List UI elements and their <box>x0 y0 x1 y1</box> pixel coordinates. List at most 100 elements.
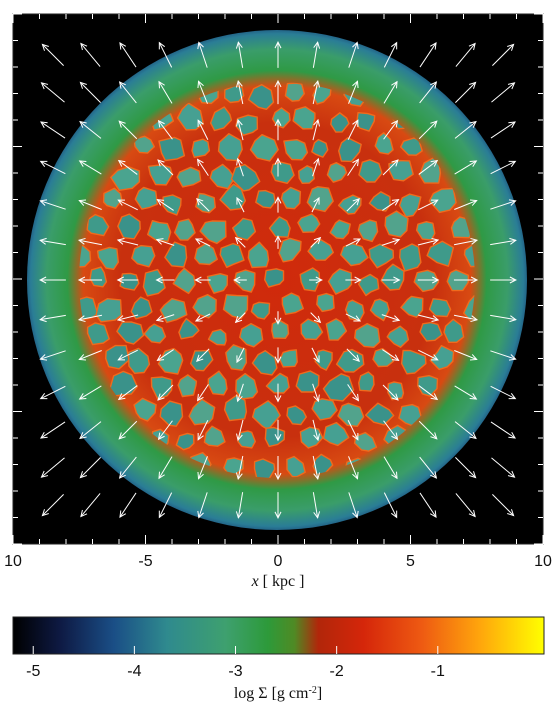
velocity-arrow <box>274 235 282 249</box>
void-cell <box>264 268 285 288</box>
velocity-arrow <box>39 276 66 284</box>
void-cell <box>280 186 302 210</box>
velocity-arrow <box>345 276 362 284</box>
velocity-arrow <box>381 314 401 322</box>
void-cell <box>386 325 410 348</box>
void-cell <box>219 183 247 211</box>
void-cell <box>235 372 259 400</box>
velocity-arrow <box>40 421 66 439</box>
velocity-arrow <box>383 420 399 441</box>
velocity-arrow <box>77 314 103 323</box>
void-cell <box>419 321 443 342</box>
velocity-arrow <box>274 383 282 403</box>
void-cell <box>398 193 422 218</box>
void-cell <box>368 191 391 212</box>
void-cell <box>79 296 99 322</box>
velocity-arrow <box>382 198 400 211</box>
velocity-arrow <box>157 159 174 176</box>
void-cell <box>199 220 227 245</box>
velocity-arrow <box>492 494 515 517</box>
velocity-arrow <box>419 492 437 518</box>
velocity-arrow <box>348 456 359 480</box>
velocity-arrow <box>383 80 398 104</box>
void-cell <box>173 218 196 241</box>
void-cell <box>127 347 151 374</box>
velocity-arrow <box>77 237 103 246</box>
velocity-arrow <box>78 350 102 361</box>
void-cell <box>194 242 219 266</box>
velocity-arrow <box>490 237 517 246</box>
velocity-arrow <box>156 198 174 211</box>
velocity-arrow <box>155 238 175 246</box>
void-cell <box>330 112 350 133</box>
velocity-arrow <box>418 120 438 140</box>
velocity-arrow <box>197 492 208 519</box>
velocity-arrow <box>118 420 138 440</box>
void-cell <box>281 292 304 315</box>
velocity-arrow <box>310 312 322 324</box>
velocity-arrow <box>345 238 362 247</box>
velocity-arrow <box>383 456 398 480</box>
velocity-arrow <box>418 199 439 211</box>
velocity-arrow <box>157 119 173 140</box>
velocity-arrow <box>235 455 244 481</box>
velocity-arrow <box>274 157 282 177</box>
void-cell <box>86 322 110 346</box>
velocity-arrow <box>236 157 244 177</box>
void-cell <box>117 213 141 240</box>
void-cell <box>358 273 380 297</box>
void-cell <box>337 402 365 427</box>
velocity-arrow <box>196 384 209 402</box>
colorbar-label-exponent: -2 <box>308 685 316 696</box>
velocity-arrow <box>197 41 208 68</box>
velocity-arrow <box>274 196 282 213</box>
velocity-arrow <box>455 457 477 479</box>
colorbar <box>12 616 545 655</box>
colorbar-label-suffix: ] <box>317 685 322 702</box>
velocity-arrow <box>491 457 516 478</box>
void-cell <box>380 263 405 291</box>
velocity-arrow <box>490 350 517 361</box>
void-cell <box>176 166 202 188</box>
void-cell <box>463 294 475 322</box>
void-cell <box>147 164 174 186</box>
velocity-arrow <box>158 492 173 519</box>
velocity-arrow <box>490 421 516 439</box>
velocity-arrow <box>40 82 65 103</box>
velocity-arrow <box>490 199 517 210</box>
velocity-arrow <box>492 43 515 66</box>
velocity-arrow <box>39 199 66 210</box>
void-cell <box>316 292 335 313</box>
void-cell <box>158 136 186 162</box>
void-cell <box>247 241 270 269</box>
velocity-arrow <box>196 348 210 362</box>
velocity-arrow <box>418 385 439 401</box>
velocity-arrow <box>118 456 137 479</box>
velocity-arrow <box>346 198 360 212</box>
void-cell <box>207 370 228 396</box>
void-cell <box>175 432 195 451</box>
void-cell <box>133 135 156 154</box>
velocity-arrow <box>157 384 174 401</box>
x-tick-label: 0 <box>274 553 283 570</box>
velocity-arrow <box>155 276 175 284</box>
velocity-arrow <box>78 160 102 175</box>
void-cell <box>298 165 315 185</box>
void-cell <box>340 242 369 267</box>
velocity-arrow <box>417 276 440 284</box>
velocity-arrow <box>274 41 282 68</box>
void-cell <box>325 318 348 341</box>
velocity-arrow <box>78 199 102 210</box>
void-cell <box>426 240 455 267</box>
velocity-arrow <box>453 276 479 284</box>
velocity-arrow <box>196 198 210 212</box>
velocity-arrow <box>156 349 174 362</box>
void-cell <box>207 328 227 346</box>
void-cell <box>428 187 457 214</box>
velocity-arrow <box>274 419 282 442</box>
void-cell <box>233 269 256 293</box>
velocity-arrow <box>194 276 211 284</box>
void-cell <box>191 138 211 159</box>
void-cell <box>300 318 324 341</box>
velocity-arrow <box>119 492 137 518</box>
